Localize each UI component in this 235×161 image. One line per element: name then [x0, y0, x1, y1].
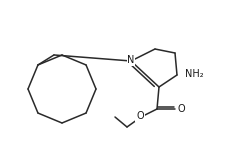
- Text: O: O: [177, 104, 185, 114]
- Text: O: O: [136, 111, 144, 121]
- Text: NH₂: NH₂: [185, 69, 203, 79]
- Text: N: N: [127, 55, 135, 65]
